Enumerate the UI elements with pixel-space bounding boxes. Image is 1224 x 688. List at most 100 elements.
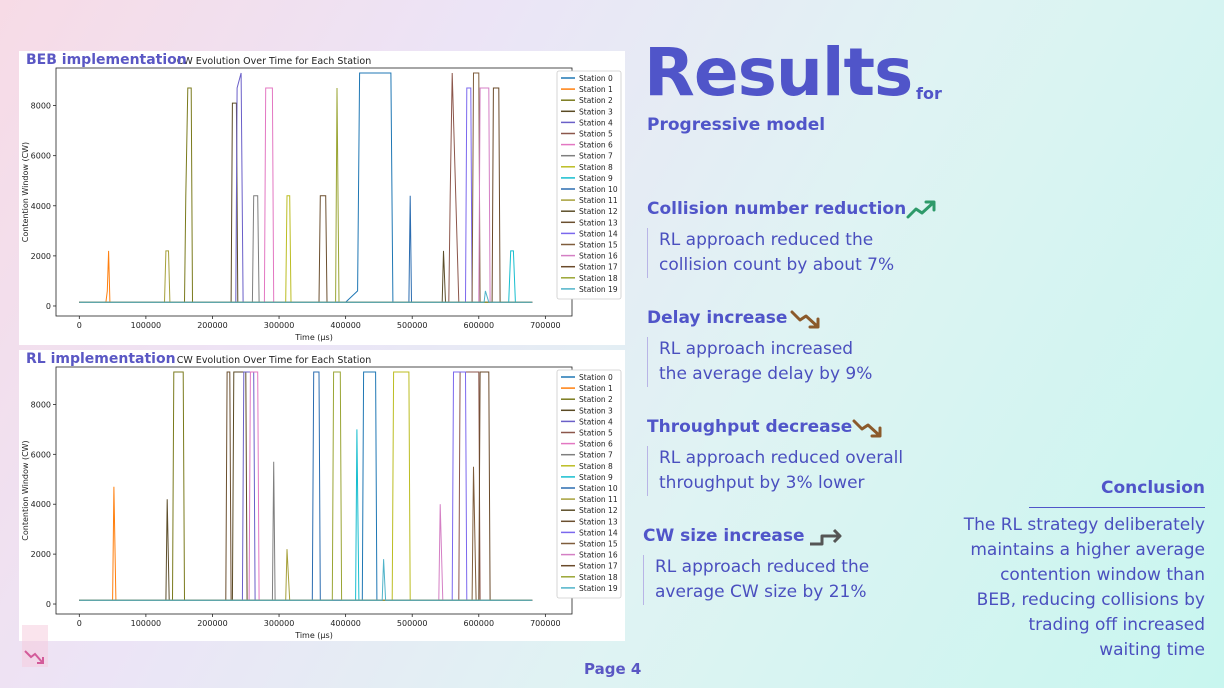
beb-y-tick-label: 0 [46, 302, 51, 311]
beb-legend-entry-12: Station 12 [579, 207, 618, 216]
metric-cw-line: RL approach reduced the [655, 557, 870, 577]
rl-x-tick-label: 200000 [197, 619, 228, 628]
beb-series-line-station-7 [79, 195, 533, 303]
beb-x-tick-label: 200000 [197, 321, 228, 330]
beb-x-tick-label: 700000 [530, 321, 561, 330]
beb-y-axis-label: Contention Window (CW) [21, 142, 30, 242]
beb-legend-entry-2: Station 2 [579, 96, 613, 105]
rl-legend-entry-4: Station 4 [579, 417, 613, 426]
rl-legend-entry-14: Station 14 [579, 528, 618, 537]
rl-y-tick-label: 8000 [31, 400, 51, 409]
beb-x-tick-label: 600000 [464, 321, 495, 330]
rl-legend-entry-8: Station 8 [579, 462, 613, 471]
beb-x-tick-label: 300000 [264, 321, 295, 330]
beb-plot-frame [55, 67, 573, 317]
rl-series-line-station-15 [79, 466, 533, 601]
beb-legend-entry-0: Station 0 [579, 74, 613, 83]
rl-legend-entry-9: Station 9 [579, 473, 613, 482]
beb-legend-entry-16: Station 16 [579, 252, 618, 261]
rl-series-line-station-13 [79, 371, 533, 601]
metric-delay-line: the average delay by 9% [659, 364, 873, 384]
rl-legend-entry-17: Station 17 [579, 562, 618, 571]
rl-series-line-station-7 [79, 461, 533, 601]
beb-series-line-station-14 [79, 87, 533, 303]
rl-legend-entry-15: Station 15 [579, 540, 618, 549]
rl-chart-title: CW Evolution Over Time for Each Station [177, 355, 371, 366]
conclusion-line: maintains a higher average [970, 540, 1205, 560]
metric-delay-body: RL approach increased the average delay … [647, 337, 872, 387]
conclusion-line: trading off increased [1028, 615, 1205, 635]
rl-x-tick-label: 100000 [131, 619, 162, 628]
metric-collision-line: collision count by about 7% [659, 255, 895, 275]
rl-series-line-station-19 [79, 559, 533, 601]
rl-legend-entry-1: Station 1 [579, 384, 613, 393]
results-title-suffix: for [916, 84, 942, 103]
rl-series-line-station-0 [79, 371, 533, 601]
metric-delay-heading: Delay increase [647, 308, 788, 328]
rl-x-tick-label: 700000 [530, 619, 561, 628]
beb-series-line-station-16 [79, 87, 533, 303]
beb-legend-entry-19: Station 19 [579, 285, 618, 294]
rl-series-line-station-18 [79, 371, 533, 601]
rl-legend-entry-6: Station 6 [579, 440, 613, 449]
trend-up-icon [906, 200, 936, 219]
metric-cw-body: RL approach reduced the average CW size … [643, 555, 869, 605]
rl-series-line-station-12 [79, 499, 533, 601]
beb-series-line-station-6 [79, 87, 533, 303]
rl-legend-entry-19: Station 19 [579, 584, 618, 593]
beb-legend-entry-1: Station 1 [579, 85, 613, 94]
beb-series-line-station-18 [79, 87, 533, 303]
results-title: Results [644, 34, 913, 111]
beb-x-tick-label: 400000 [330, 321, 361, 330]
decorative-trend-icon [22, 625, 48, 667]
metric-throughput-body: RL approach reduced overall throughput b… [647, 446, 903, 496]
conclusion-line: The RL strategy deliberately [963, 515, 1205, 535]
beb-series-line-station-2 [79, 87, 533, 303]
conclusion-divider [1029, 507, 1205, 508]
results-subtitle: Progressive model [647, 115, 826, 135]
rl-legend-entry-2: Station 2 [579, 395, 613, 404]
rl-series-line-station-17 [79, 371, 533, 601]
trend-down-icon [790, 310, 820, 329]
beb-series-line-station-13 [79, 195, 533, 303]
rl-x-tick-label: 600000 [464, 619, 495, 628]
rl-legend-entry-7: Station 7 [579, 451, 613, 460]
beb-legend-entry-14: Station 14 [579, 229, 618, 238]
rl-y-tick-label: 2000 [31, 550, 51, 559]
beb-series-line-station-3 [79, 102, 533, 303]
beb-legend-entry-5: Station 5 [579, 130, 613, 139]
rl-panel-label: RL implementation [26, 351, 176, 367]
rl-x-tick-label: 500000 [397, 619, 428, 628]
beb-legend-entry-11: Station 11 [579, 196, 618, 205]
beb-panel-label: BEB implementation [26, 52, 187, 68]
rl-x-tick-label: 0 [77, 619, 82, 628]
beb-series-line-station-15 [79, 72, 533, 303]
step-up-arrow-icon [810, 528, 842, 546]
rl-chart: CW Evolution Over Time for Each Station 0… [21, 355, 622, 640]
beb-x-tick-label: 100000 [131, 321, 162, 330]
metric-collision-body: RL approach reduced the collision count … [647, 228, 894, 278]
beb-legend-entry-4: Station 4 [579, 118, 613, 127]
rl-legend-entry-0: Station 0 [579, 373, 613, 382]
rl-legend-entry-3: Station 3 [579, 406, 613, 415]
beb-legend-entry-8: Station 8 [579, 163, 613, 172]
rl-chart-panel: CW Evolution Over Time for Each Station 0… [19, 350, 625, 641]
beb-y-tick-label: 6000 [31, 152, 51, 161]
rl-y-axis-label: Contention Window (CW) [21, 440, 30, 540]
metric-throughput-line: throughput by 3% lower [659, 473, 865, 493]
metric-delay-line: RL approach increased [659, 339, 854, 359]
beb-legend-entry-9: Station 9 [579, 174, 613, 183]
page-number: Page 4 [584, 660, 642, 678]
rl-series-group [79, 371, 533, 601]
rl-legend-entry-18: Station 18 [579, 573, 618, 582]
beb-x-tick-label: 500000 [397, 321, 428, 330]
rl-series-line-station-14 [79, 371, 533, 601]
trend-down-icon [852, 419, 882, 438]
rl-series-line-station-6 [79, 371, 533, 601]
beb-series-line-station-8 [79, 195, 533, 303]
metric-cw-line: average CW size by 21% [655, 582, 867, 602]
conclusion-line: BEB, reducing collisions by [976, 590, 1205, 610]
beb-legend-entry-15: Station 15 [579, 241, 618, 250]
beb-series-line-station-17 [79, 87, 533, 303]
conclusion-line: contention window than [1000, 565, 1205, 585]
